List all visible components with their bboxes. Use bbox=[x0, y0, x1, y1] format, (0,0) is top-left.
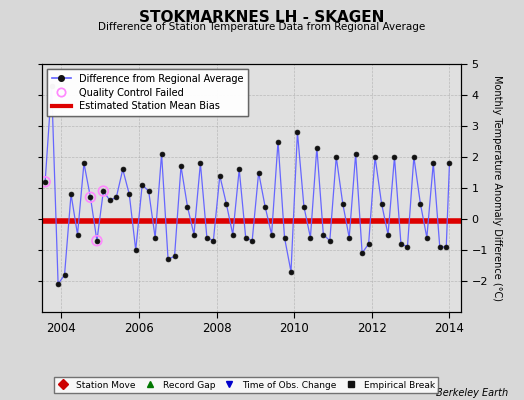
Point bbox=[86, 194, 95, 200]
Text: STOKMARKNES LH - SKAGEN: STOKMARKNES LH - SKAGEN bbox=[139, 10, 385, 25]
Text: Difference of Station Temperature Data from Regional Average: Difference of Station Temperature Data f… bbox=[99, 22, 425, 32]
Text: Berkeley Earth: Berkeley Earth bbox=[436, 388, 508, 398]
Point bbox=[99, 188, 107, 194]
Legend: Station Move, Record Gap, Time of Obs. Change, Empirical Break: Station Move, Record Gap, Time of Obs. C… bbox=[54, 377, 438, 394]
Point bbox=[41, 178, 49, 185]
Legend: Difference from Regional Average, Quality Control Failed, Estimated Station Mean: Difference from Regional Average, Qualit… bbox=[47, 69, 248, 116]
Y-axis label: Monthly Temperature Anomaly Difference (°C): Monthly Temperature Anomaly Difference (… bbox=[492, 75, 502, 301]
Point bbox=[93, 238, 101, 244]
